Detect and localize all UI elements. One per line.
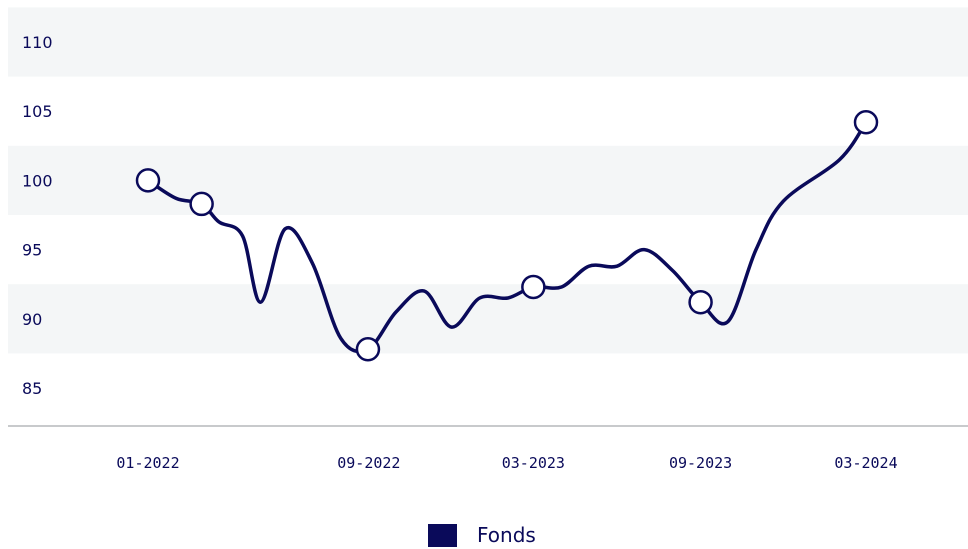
y-tick-label: 85 — [22, 379, 42, 398]
y-tick-label: 105 — [22, 102, 53, 121]
data-point-marker[interactable] — [135, 168, 161, 193]
y-axis-tick-labels: 110 105 100 95 90 85 — [22, 33, 53, 398]
data-point-marker[interactable] — [355, 336, 381, 362]
y-tick-label: 95 — [22, 241, 42, 260]
grid-band — [8, 284, 968, 354]
x-tick-label: 03-2023 — [502, 454, 565, 472]
grid-band — [8, 7, 968, 77]
y-tick-label: 90 — [22, 310, 42, 329]
x-tick-label: 09-2022 — [337, 454, 400, 472]
x-tick-label: 09-2023 — [669, 454, 732, 472]
legend: Fonds — [428, 521, 536, 549]
y-tick-label: 110 — [22, 33, 53, 52]
series-line-fonds — [146, 120, 868, 354]
legend-label-fonds: Fonds — [477, 523, 536, 547]
data-point-marker[interactable] — [688, 289, 713, 315]
data-point-marker[interactable] — [853, 110, 879, 135]
data-point-marker[interactable] — [189, 191, 214, 217]
x-tick-label: 01-2022 — [116, 454, 179, 472]
legend-swatch-fonds — [428, 523, 457, 547]
data-point-marker[interactable] — [521, 274, 546, 300]
series-markers-fonds — [135, 110, 879, 362]
y-tick-label: 100 — [22, 171, 53, 190]
x-tick-label: 03-2024 — [834, 454, 897, 472]
line-chart: 110 105 100 95 90 85 01-2022 09-2022 03-2023 09-… — [8, 7, 968, 472]
x-axis-tick-labels: 01-2022 09-2022 03-2023 09-2023 03-2024 — [116, 454, 897, 472]
